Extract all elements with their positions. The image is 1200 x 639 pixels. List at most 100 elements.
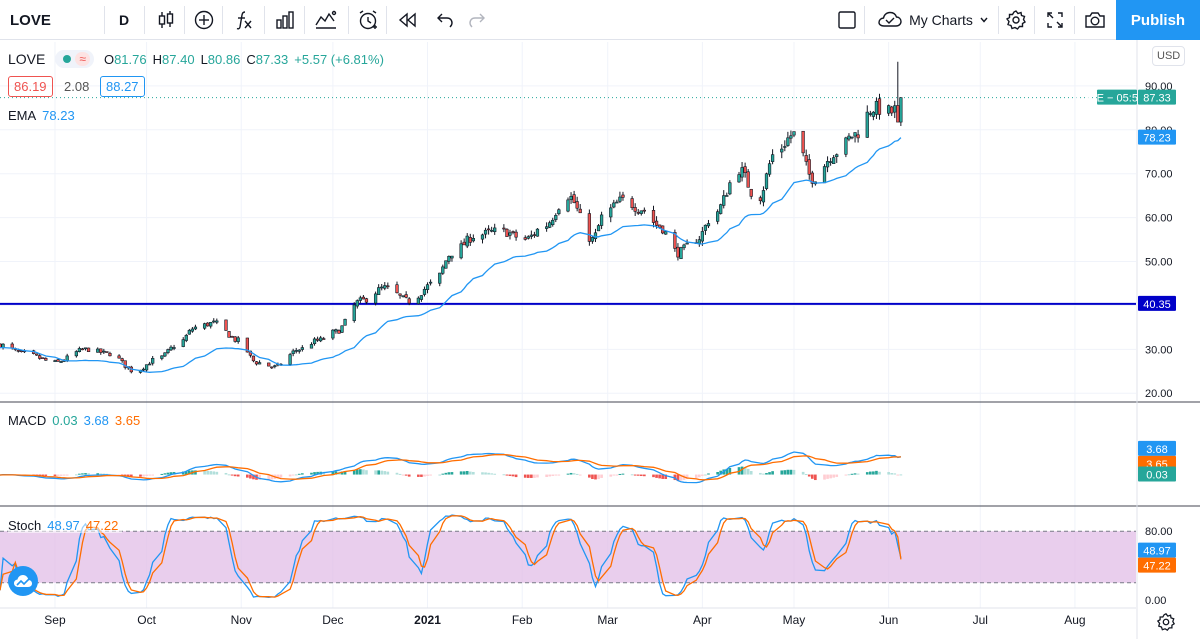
stoch-tick-label: 0.00 [1145, 595, 1166, 607]
time-axis[interactable]: Sep Oct Nov Dec 2021 Feb Mar Apr May Jun Jul Aug [44, 613, 1085, 627]
redo-button[interactable] [462, 0, 492, 40]
top-toolbar: LOVE D My Charts [0, 0, 1200, 40]
candle-body [874, 100, 879, 115]
candle-body [361, 296, 366, 300]
change-value: +5.57 (+6.81%) [294, 51, 384, 67]
candle-body [703, 224, 708, 231]
candle-body [56, 359, 60, 362]
macd-hist-bar [801, 471, 805, 475]
candle-body [471, 238, 475, 242]
candle [144, 364, 149, 373]
macd-hist-bar [450, 472, 454, 475]
macd-hist-bar [490, 473, 493, 475]
currency-badge[interactable]: USD [1152, 46, 1186, 66]
candle [358, 295, 362, 304]
candle [444, 260, 448, 269]
macd-hist-bar [340, 471, 344, 475]
candle [294, 347, 298, 354]
candle [468, 233, 472, 246]
templates-button[interactable] [308, 0, 344, 40]
candle [590, 236, 595, 244]
macd-hist-bar [545, 474, 548, 477]
sell-price-button[interactable]: 86.19 [8, 76, 53, 97]
macd-hist-bar [212, 471, 216, 475]
fullscreen-button[interactable] [1040, 0, 1070, 40]
stoch-legend[interactable]: Stoch 48.97 47.22 [8, 518, 123, 533]
candle-body [96, 348, 100, 353]
macd-hist-bar [697, 474, 701, 478]
ema-legend[interactable]: EMA 78.23 [8, 108, 75, 123]
market-status-pill[interactable]: ≈ [55, 50, 94, 68]
macd-hist-bar [84, 473, 87, 475]
candle-body [212, 320, 216, 323]
candle [309, 342, 314, 349]
candle [404, 291, 408, 299]
candle [807, 154, 811, 180]
macd-hist-bar [814, 474, 817, 481]
time-tick-label: May [783, 613, 806, 627]
interval-button[interactable]: D [106, 0, 142, 40]
candle [587, 209, 592, 246]
macd-hist-bar [865, 472, 869, 475]
macd-hist-bar [44, 474, 48, 476]
candle-body [825, 161, 830, 168]
candle [853, 132, 857, 143]
candle [630, 196, 634, 211]
candle-body [309, 344, 314, 349]
macd-hist-bar [508, 474, 512, 476]
macd-hist-bar [566, 473, 570, 475]
trading-panel-button[interactable] [8, 566, 38, 596]
candle [743, 162, 747, 178]
candle [758, 195, 763, 205]
undo-button[interactable] [430, 0, 460, 40]
candle [0, 343, 2, 349]
macd-hist-bar [279, 474, 283, 478]
macd-hist-bar [313, 472, 316, 475]
candle [716, 209, 720, 225]
indicators-button[interactable] [188, 0, 220, 40]
macd-hist-bar [215, 471, 219, 475]
candle [1, 343, 5, 350]
my-charts-button[interactable]: My Charts [868, 0, 998, 40]
hline-axis-label-text: 40.35 [1143, 299, 1171, 311]
candle-body [804, 155, 808, 162]
replay-button[interactable] [392, 0, 424, 40]
candle-body [465, 235, 469, 247]
candle-body [792, 131, 796, 136]
settings-button[interactable] [1000, 0, 1032, 40]
candle [172, 344, 176, 351]
grid [0, 42, 1136, 608]
candle [355, 299, 359, 309]
macd-hist-bar [493, 473, 497, 475]
chart-settings-button[interactable] [1156, 612, 1176, 637]
candle [767, 160, 772, 177]
candle [789, 130, 793, 144]
macd-hist-bar [297, 473, 301, 475]
symbol-search-button[interactable]: LOVE [4, 0, 104, 40]
macd-hist-bar [621, 473, 625, 475]
buy-price-button[interactable]: 88.27 [100, 76, 145, 97]
candle-body [746, 171, 750, 188]
chart-type-button[interactable] [150, 0, 182, 40]
legend-symbol[interactable]: LOVE [8, 51, 46, 67]
camera-icon [1085, 12, 1105, 28]
macd-hist-bar [38, 474, 42, 476]
candle [38, 353, 42, 360]
candle-body [267, 362, 271, 367]
layout-button[interactable] [832, 0, 862, 40]
candle [450, 255, 454, 262]
candle-body [230, 336, 234, 338]
candle [825, 156, 830, 173]
price-axis[interactable]: 20.0030.0040.0050.0060.0070.0080.0090.00… [1145, 81, 1173, 607]
candle-body [664, 231, 668, 235]
publish-button[interactable]: Publish [1116, 0, 1200, 40]
candle [148, 361, 152, 366]
snapshot-button[interactable] [1078, 0, 1112, 40]
alert-button[interactable] [352, 0, 384, 40]
financials-button[interactable] [268, 0, 302, 40]
functions-button[interactable] [228, 0, 260, 40]
candle-body [270, 366, 274, 369]
candle-body [312, 338, 317, 344]
macd-legend[interactable]: MACD 0.03 3.68 3.65 [8, 413, 140, 428]
